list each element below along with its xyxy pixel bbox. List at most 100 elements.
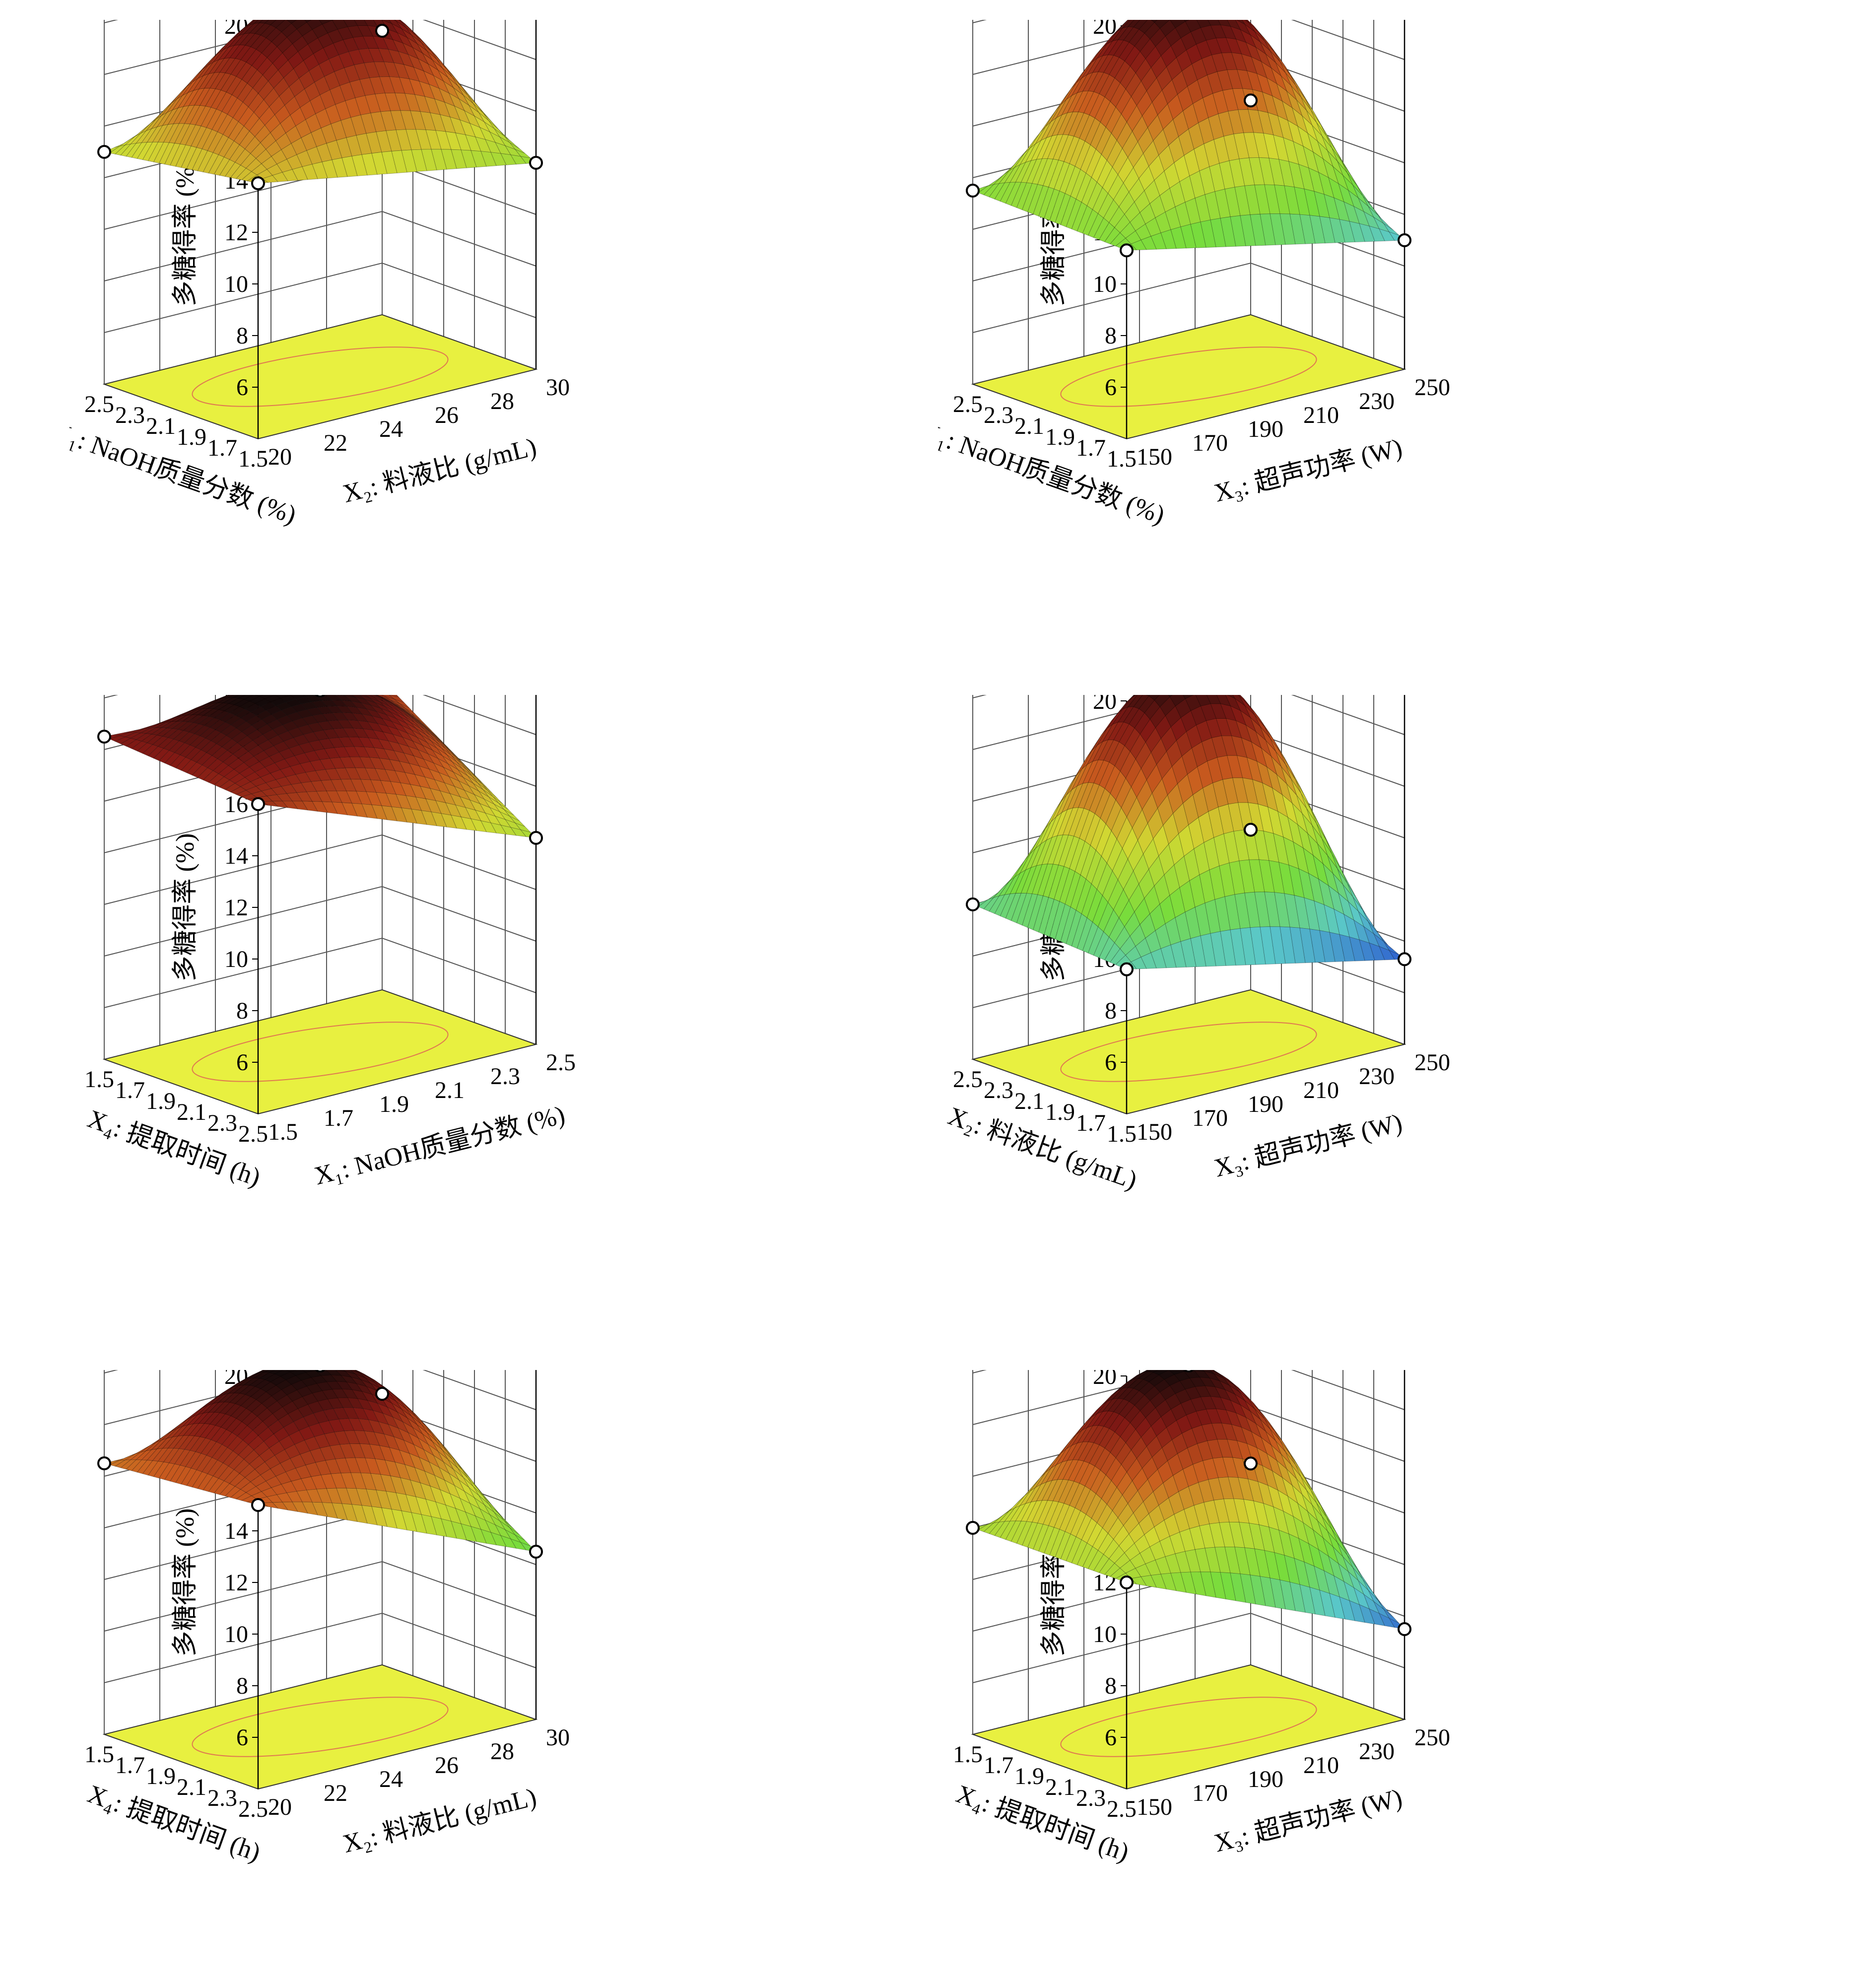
z-axis-title: 多糖得率 (%) bbox=[171, 833, 200, 982]
z-tick-label: 6 bbox=[1105, 1724, 1117, 1751]
x-tick-label: 1.5 bbox=[84, 1066, 114, 1093]
y-tick-label: 190 bbox=[1248, 416, 1283, 442]
wall-gridline bbox=[104, 210, 536, 281]
wall-gridline bbox=[972, 695, 1405, 750]
wall-gridline bbox=[104, 1370, 536, 1425]
y-tick-label: 210 bbox=[1303, 402, 1339, 428]
y-tick-label: 28 bbox=[490, 388, 514, 414]
y-tick-label: 250 bbox=[1414, 374, 1450, 401]
surface-chart-svg: 68101214161820多糖得率 (%)1.51.71.92.12.32.5… bbox=[944, 695, 1450, 1195]
y-tick-label: 230 bbox=[1359, 388, 1395, 414]
y-tick-label: 230 bbox=[1359, 1738, 1395, 1765]
z-tick-label: 6 bbox=[236, 1049, 248, 1076]
x-tick-label: 1.5 bbox=[953, 1741, 983, 1768]
wall-gridline bbox=[104, 20, 536, 75]
response-surface bbox=[972, 20, 1405, 251]
x-tick-label: 2.3 bbox=[207, 1785, 237, 1811]
z-tick-label: 8 bbox=[236, 1673, 248, 1699]
design-points bbox=[97, 695, 543, 845]
x-tick-label: 2.1 bbox=[177, 1099, 206, 1125]
wall-gridline bbox=[104, 937, 536, 1008]
z-tick-label: 10 bbox=[1093, 1621, 1117, 1647]
z-tick-label: 10 bbox=[1093, 271, 1117, 297]
surface-panel-2: 68101214161820多糖得率 (%)1.51.71.92.12.32.5… bbox=[938, 20, 1811, 635]
design-points bbox=[97, 1370, 543, 1559]
x-tick-label: 2.5 bbox=[1107, 1796, 1137, 1822]
x-tick-label: 2.5 bbox=[238, 1121, 268, 1147]
z-tick-label: 20 bbox=[1093, 1370, 1117, 1389]
design-point-marker bbox=[1244, 93, 1258, 108]
z-tick-label: 8 bbox=[1105, 323, 1117, 349]
y-tick-label: 150 bbox=[1137, 1119, 1172, 1145]
wall-gridline bbox=[104, 1561, 536, 1632]
z-axis-title: 多糖得率 (%) bbox=[171, 158, 200, 307]
y-tick-label: 1.7 bbox=[324, 1105, 353, 1131]
x-tick-label: 1.9 bbox=[146, 1763, 176, 1789]
design-point-marker bbox=[966, 184, 980, 198]
design-point-marker bbox=[1244, 823, 1258, 837]
z-tick-label: 12 bbox=[224, 1570, 248, 1596]
design-point-marker bbox=[97, 730, 111, 744]
z-tick-label: 8 bbox=[236, 998, 248, 1024]
y-tick-label: 22 bbox=[324, 1780, 347, 1806]
center-point-marker bbox=[315, 695, 326, 697]
x-tick-label: 2.1 bbox=[1045, 1774, 1075, 1800]
response-surface bbox=[972, 695, 1406, 970]
y-tick-label: 190 bbox=[1248, 1091, 1283, 1117]
surface-cell bbox=[253, 20, 264, 24]
y-tick-label: 210 bbox=[1303, 1077, 1339, 1103]
z-tick-label: 8 bbox=[1105, 998, 1117, 1024]
x-tick-label: 1.7 bbox=[1076, 1110, 1106, 1136]
floor-contour-line bbox=[192, 1697, 449, 1757]
surface-cell bbox=[1184, 20, 1190, 22]
surface-cell bbox=[268, 1370, 284, 1374]
surface-cell bbox=[1127, 20, 1129, 21]
x-tick-label: 1.7 bbox=[984, 1752, 1013, 1779]
x-tick-label: 2.5 bbox=[238, 1796, 268, 1822]
surface-chart-svg: 68101214161820多糖得率 (%)1.51.71.92.12.32.5… bbox=[938, 20, 1450, 530]
x-tick-label: 2.1 bbox=[1014, 1088, 1044, 1114]
surface-panel-3: 68101214161820多糖得率 (%)2.52.32.11.91.71.5… bbox=[69, 695, 943, 1310]
surface-cell bbox=[262, 175, 278, 183]
x-tick-label: 1.9 bbox=[146, 1088, 176, 1114]
y-axis-title: X₃: 超声功率 (W) bbox=[1211, 1108, 1405, 1182]
design-point-marker bbox=[1398, 952, 1411, 966]
y-tick-label: 26 bbox=[435, 402, 459, 428]
y-tick-label: 170 bbox=[1192, 1780, 1228, 1806]
surface-cell bbox=[1154, 20, 1170, 29]
design-point-marker bbox=[251, 1498, 265, 1512]
design-point-marker bbox=[1398, 233, 1411, 247]
design-point-marker bbox=[1120, 243, 1134, 258]
design-point-marker bbox=[251, 797, 265, 811]
surface-cell bbox=[1142, 1370, 1151, 1373]
surface-cell bbox=[216, 695, 231, 700]
z-tick-label: 6 bbox=[236, 1724, 248, 1751]
y-tick-label: 2.3 bbox=[490, 1063, 520, 1090]
z-tick-label: 10 bbox=[224, 271, 248, 297]
y-axis-title: X₃: 超声功率 (W) bbox=[1211, 1783, 1405, 1857]
y-tick-label: 24 bbox=[379, 416, 403, 442]
surface-chart-svg: 68101214161820多糖得率 (%)2.52.32.11.91.71.5… bbox=[84, 695, 576, 1192]
surface-cell bbox=[286, 20, 297, 24]
y-axis-title: X₂: 料液比 (g/mL) bbox=[340, 433, 539, 508]
y-tick-label: 250 bbox=[1414, 1049, 1450, 1076]
x-tick-label: 2.3 bbox=[984, 1077, 1013, 1103]
floor-contour-line bbox=[192, 346, 449, 407]
floor-contour-line bbox=[192, 1022, 449, 1082]
x-tick-label: 1.5 bbox=[238, 446, 268, 472]
response-surface bbox=[103, 20, 536, 184]
surface-cell bbox=[1147, 1370, 1159, 1373]
x-tick-label: 2.1 bbox=[177, 1774, 206, 1800]
z-tick-label: 6 bbox=[1105, 374, 1117, 401]
x-tick-label: 2.3 bbox=[115, 402, 145, 428]
surface-chart-svg: 68101214161820多糖得率 (%)1.51.71.92.12.32.5… bbox=[69, 20, 570, 530]
floor-contour-line bbox=[1060, 1697, 1317, 1757]
design-point-marker bbox=[529, 156, 543, 170]
y-tick-label: 170 bbox=[1192, 430, 1228, 456]
x-tick-label: 1.5 bbox=[1107, 1121, 1137, 1147]
y-tick-label: 24 bbox=[379, 1766, 403, 1792]
surface-cell bbox=[238, 695, 254, 700]
design-point-marker bbox=[375, 1387, 389, 1401]
x-tick-label: 1.7 bbox=[115, 1077, 145, 1103]
